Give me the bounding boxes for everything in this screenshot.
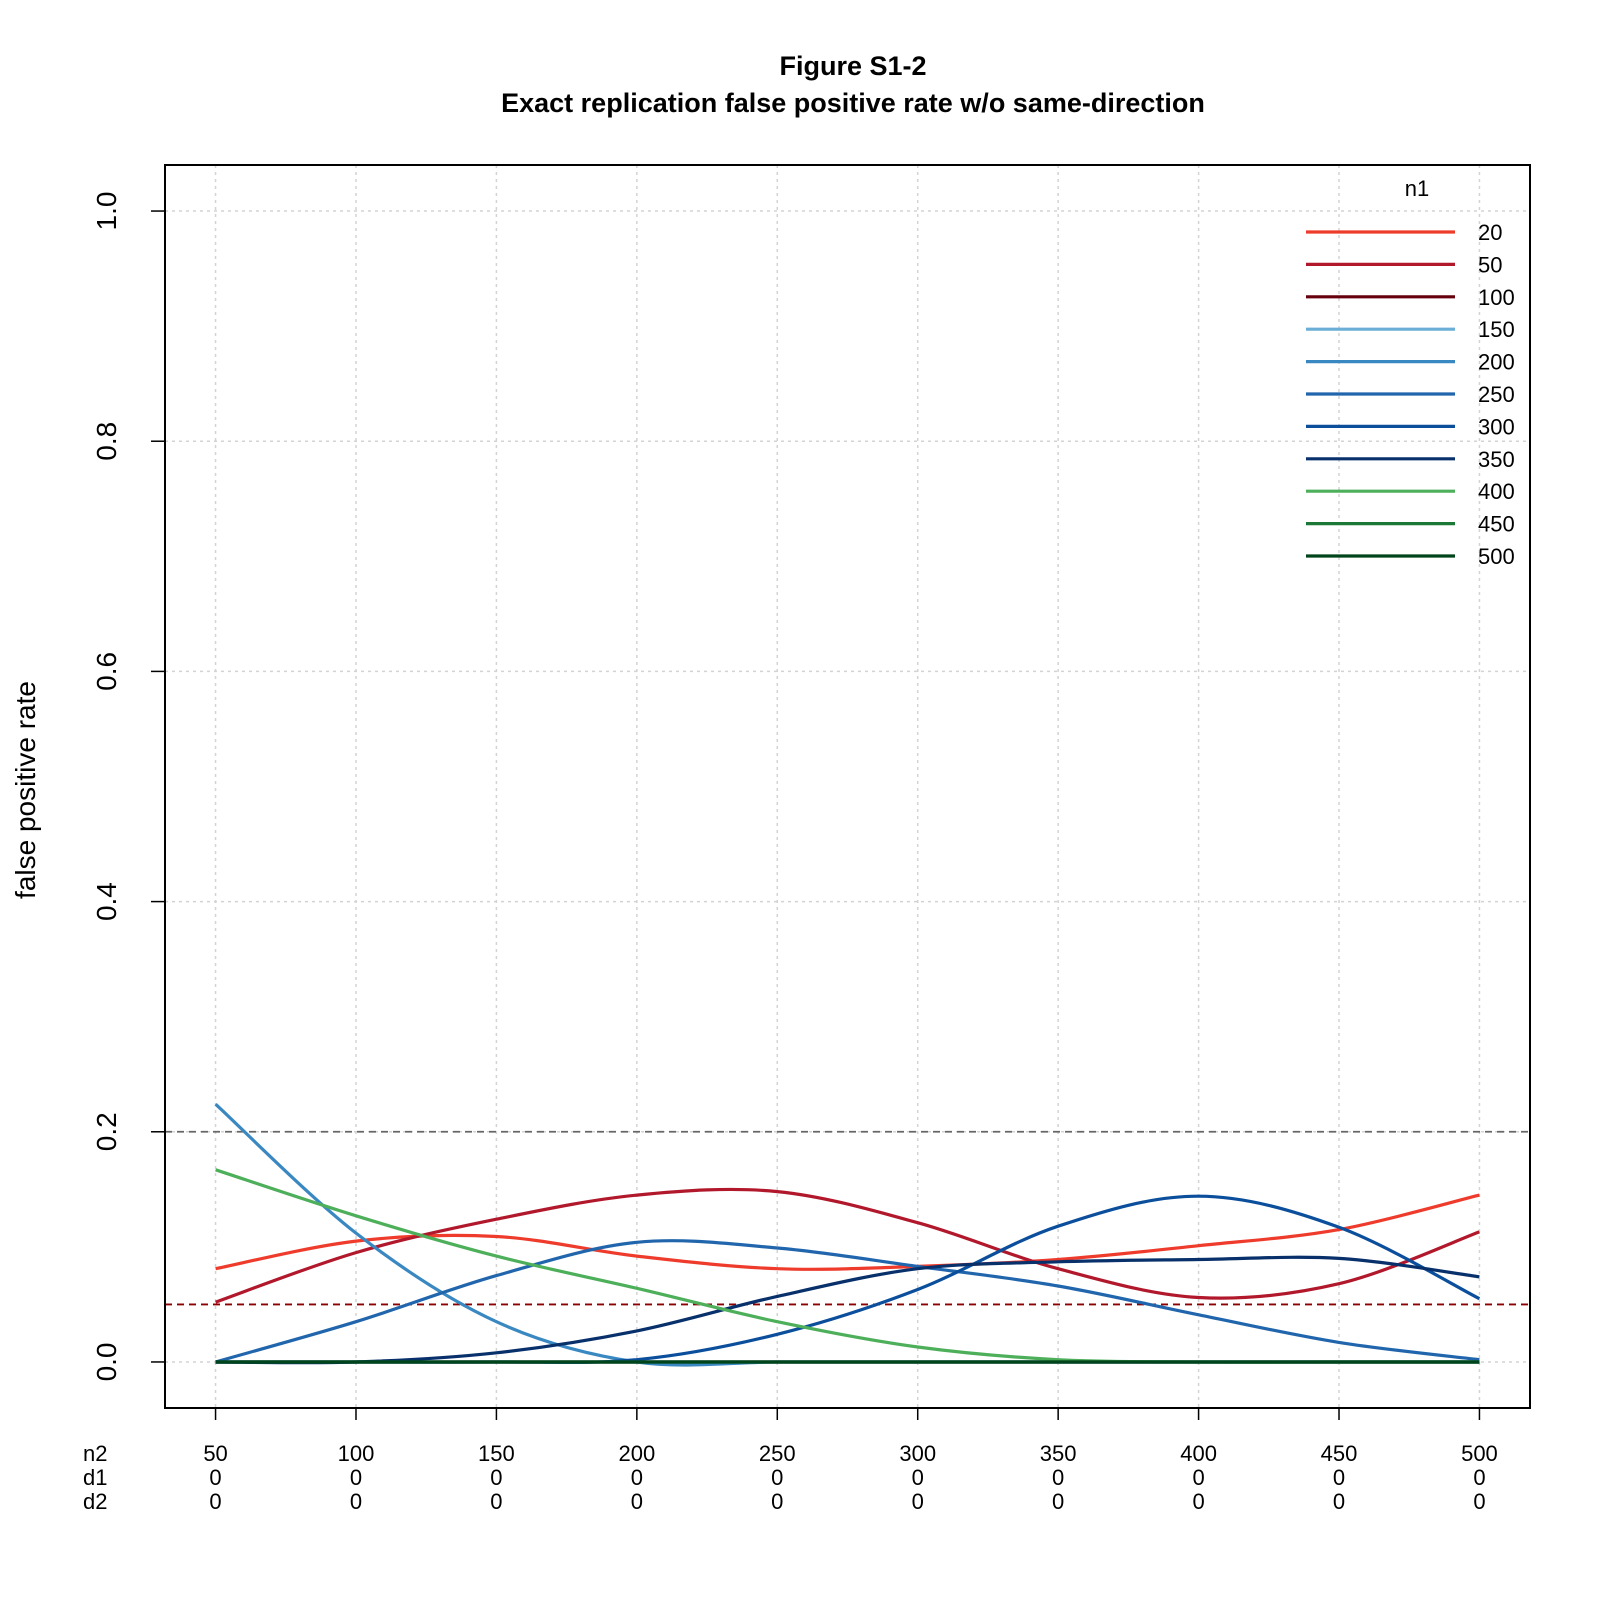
legend-title: n1 (1405, 176, 1429, 201)
legend-label: 250 (1478, 382, 1515, 407)
x-tick-label: 0 (631, 1465, 643, 1490)
x-tick-label: 0 (490, 1489, 502, 1514)
y-tick-label: 0.2 (91, 1112, 122, 1151)
y-tick-label: 1.0 (91, 192, 122, 231)
series-line-200 (214, 1103, 1480, 1367)
legend-label: 450 (1478, 512, 1515, 537)
x-row-label: n2 (83, 1441, 107, 1466)
x-tick-label: 0 (1333, 1465, 1345, 1490)
legend-label: 400 (1478, 479, 1515, 504)
y-tick-label: 0.8 (91, 422, 122, 461)
x-tick-label: 0 (771, 1489, 783, 1514)
legend-label: 50 (1478, 252, 1502, 277)
x-tick-label: 0 (209, 1489, 221, 1514)
y-tick-label: 0.4 (91, 882, 122, 921)
x-tick-label: 50 (203, 1441, 227, 1466)
legend-label: 300 (1478, 414, 1515, 439)
x-tick-label: 0 (631, 1489, 643, 1514)
legend-label: 500 (1478, 544, 1515, 569)
x-tick-label: 0 (1192, 1489, 1204, 1514)
x-tick-label: 0 (1333, 1489, 1345, 1514)
x-tick-label: 0 (350, 1489, 362, 1514)
x-tick-label: 250 (759, 1441, 796, 1466)
x-tick-label: 500 (1461, 1441, 1498, 1466)
x-row-label: d1 (83, 1465, 107, 1490)
legend-label: 100 (1478, 285, 1515, 310)
x-tick-label: 0 (912, 1465, 924, 1490)
x-tick-label: 350 (1040, 1441, 1077, 1466)
x-tick-label: 0 (1473, 1465, 1485, 1490)
x-tick-label: 0 (1473, 1489, 1485, 1514)
x-tick-label: 300 (899, 1441, 936, 1466)
x-tick-label: 400 (1180, 1441, 1217, 1466)
x-tick-label: 0 (1052, 1465, 1064, 1490)
x-tick-label: 0 (771, 1465, 783, 1490)
series-line-350 (215, 1255, 1480, 1365)
chart-title: Figure S1-2 (779, 51, 926, 81)
legend-label: 150 (1478, 317, 1515, 342)
reference-lines (165, 1130, 1530, 1306)
series-line-50 (215, 1187, 1480, 1304)
chart-subtitle: Exact replication false positive rate w/… (501, 88, 1205, 118)
series-line-250 (215, 1239, 1480, 1364)
legend-label: 200 (1478, 350, 1515, 375)
y-axis-label: false positive rate (10, 681, 41, 899)
legend-label: 20 (1478, 220, 1502, 245)
y-tick-label: 0.6 (91, 652, 122, 691)
y-tick-label: 0.0 (91, 1342, 122, 1381)
legend: n1 20 50 100 150 200 250 300 350 400 450 500 (1306, 176, 1515, 569)
x-tick-label: 0 (490, 1465, 502, 1490)
x-row-label: d2 (83, 1489, 107, 1514)
x-tick-label: 450 (1321, 1441, 1358, 1466)
x-tick-label: 0 (1052, 1489, 1064, 1514)
x-tick-label: 0 (1192, 1465, 1204, 1490)
x-tick-label: 0 (350, 1465, 362, 1490)
series-lines (214, 1103, 1481, 1367)
legend-label: 350 (1478, 447, 1515, 472)
series-line-300 (215, 1194, 1481, 1365)
x-tick-label: 0 (209, 1465, 221, 1490)
x-tick-label: 0 (912, 1489, 924, 1514)
y-axis: 0.0 0.2 0.4 0.6 0.8 1.0 (91, 192, 166, 1381)
x-tick-label: 100 (338, 1441, 375, 1466)
x-tick-label: 150 (478, 1441, 515, 1466)
x-tick-label: 200 (618, 1441, 655, 1466)
